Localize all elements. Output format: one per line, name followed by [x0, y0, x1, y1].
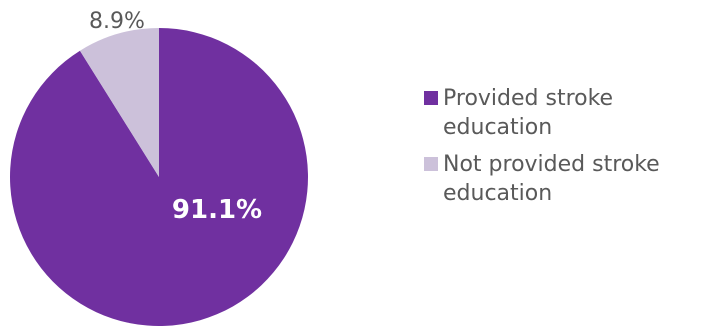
legend: Provided stroke education Not provided s…	[424, 84, 710, 216]
data-label-provided: 91.1%	[172, 195, 262, 225]
legend-item-not-provided: Not provided stroke education	[424, 150, 710, 208]
legend-swatch-not-provided	[424, 157, 438, 171]
legend-label-provided: Provided stroke education	[443, 86, 614, 140]
pie-chart: 91.1% 8.9%	[10, 9, 308, 326]
legend-label-not-provided: Not provided stroke education	[443, 152, 660, 206]
pie-slice-not-provided	[79, 28, 159, 177]
data-label-not-provided: 8.9%	[89, 9, 145, 34]
legend-item-provided: Provided stroke education	[424, 84, 710, 142]
legend-swatch-provided	[424, 91, 438, 105]
pie-slice-provided	[10, 28, 308, 326]
